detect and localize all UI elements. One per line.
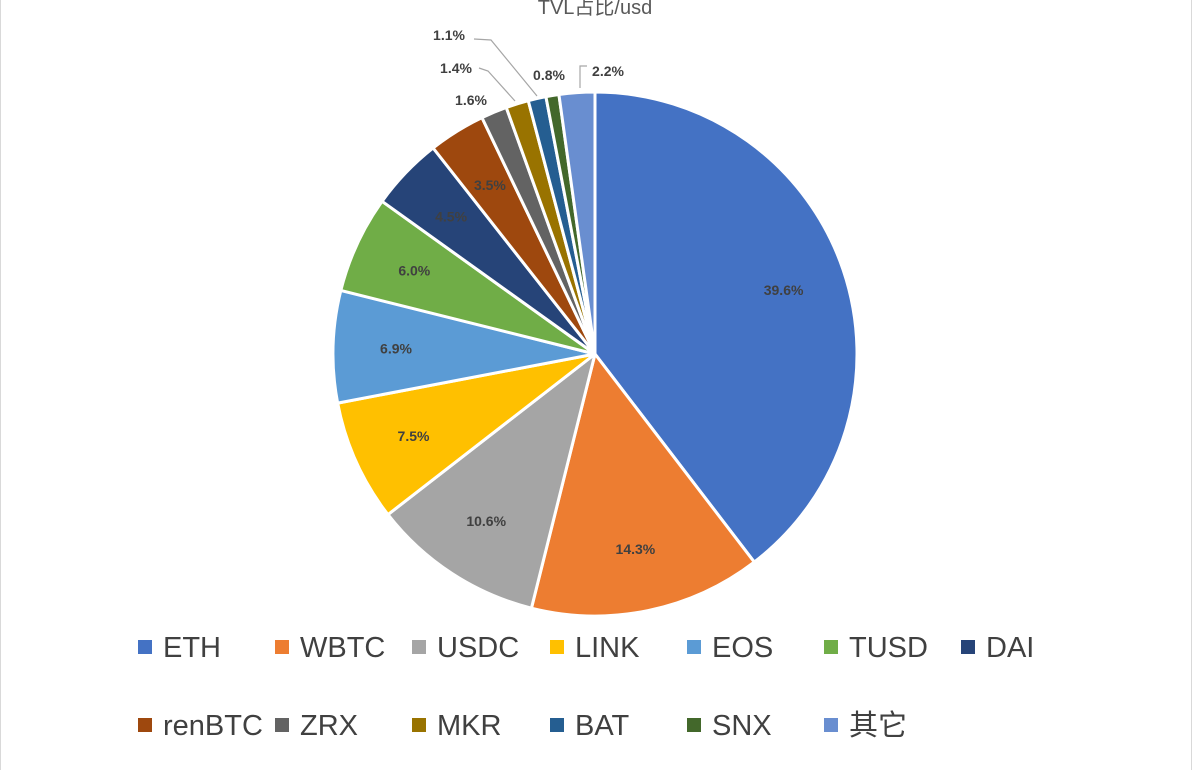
legend-swatch-eos (687, 640, 701, 654)
legend-swatch-bat (550, 718, 564, 732)
legend-label-other-12: 其它 (849, 709, 907, 742)
legend-label-zrx: ZRX (300, 710, 358, 742)
legend-item-usdc: USDC (412, 632, 519, 664)
legend-item-mkr: MKR (412, 710, 501, 742)
legend-label-eos: EOS (712, 632, 773, 664)
data-label-snx: 0.8% (533, 67, 565, 83)
legend-label-usdc: USDC (437, 632, 519, 664)
legend-label-eth: ETH (163, 632, 221, 664)
data-label-tusd: 6.0% (398, 262, 430, 278)
legend-item-renbtc: renBTC (138, 710, 263, 742)
data-label-zrx: 1.6% (455, 92, 487, 108)
data-labels: 39.6% 14.3% 10.6% 7.5% 6.9% 6.0% 4.5% 3.5% 1.6% 1… (380, 27, 804, 557)
legend-label-wbtc: WBTC (300, 632, 385, 664)
legend-label-link: LINK (575, 632, 640, 664)
legend-item-zrx: ZRX (275, 710, 358, 742)
slice-eos (331, 288, 597, 405)
data-label-bat: 1.1% (433, 27, 465, 43)
legend-swatch-mkr (412, 718, 426, 732)
slice-wbtc (529, 352, 756, 618)
legend-item-snx: SNX (687, 710, 772, 742)
legend-item-other-12: 其它 (824, 709, 907, 742)
data-label-wbtc: 14.3% (616, 541, 656, 557)
slice-link (336, 352, 597, 517)
legend-item-dai: DAI (961, 632, 1034, 664)
legend-swatch-eth (138, 640, 152, 654)
legend-item-wbtc: WBTC (275, 632, 385, 664)
legend-swatch-link (550, 640, 564, 654)
legend: ETH WBTC USDC LINK EOS TUSD DAI renBTC ZRX MKR BAT… (138, 632, 1034, 742)
legend-swatch-dai (961, 640, 975, 654)
legend-label-dai: DAI (986, 632, 1034, 664)
data-label-eth: 39.6% (764, 282, 804, 298)
legend-swatch-zrx (275, 718, 289, 732)
legend-swatch-tusd (824, 640, 838, 654)
data-label-link: 7.5% (398, 428, 430, 444)
legend-item-link: LINK (550, 632, 640, 664)
legend-label-mkr: MKR (437, 710, 501, 742)
leader-line-bat (473, 38, 538, 97)
data-label-dai: 4.5% (435, 208, 467, 224)
leader-lines (473, 38, 587, 102)
slice-other-12 (557, 90, 597, 356)
slice-usdc (386, 352, 597, 610)
legend-item-bat: BAT (550, 710, 630, 742)
slice-eth (593, 90, 859, 564)
legend-swatch-wbtc (275, 640, 289, 654)
legend-label-renbtc: renBTC (163, 710, 263, 742)
legend-item-eth: ETH (138, 632, 221, 664)
data-label-renbtc: 3.5% (474, 177, 506, 193)
legend-label-tusd: TUSD (849, 632, 928, 664)
legend-swatch-snx (687, 718, 701, 732)
legend-label-snx: SNX (712, 710, 772, 742)
legend-item-tusd: TUSD (824, 632, 928, 664)
legend-item-eos: EOS (687, 632, 773, 664)
legend-swatch-usdc (412, 640, 426, 654)
data-label-other-12: 2.2% (592, 63, 624, 79)
legend-swatch-renbtc (138, 718, 152, 732)
data-label-usdc: 10.6% (466, 513, 506, 529)
leader-line-mkr (478, 67, 516, 102)
chart-title: TVL占比/usd (538, 0, 652, 19)
pie-slices (331, 90, 859, 618)
data-label-eos: 6.9% (380, 340, 412, 356)
data-label-mkr: 1.4% (440, 60, 472, 76)
leader-line-other-12 (579, 65, 587, 88)
legend-swatch-other-12 (824, 718, 838, 732)
legend-label-bat: BAT (575, 710, 630, 742)
